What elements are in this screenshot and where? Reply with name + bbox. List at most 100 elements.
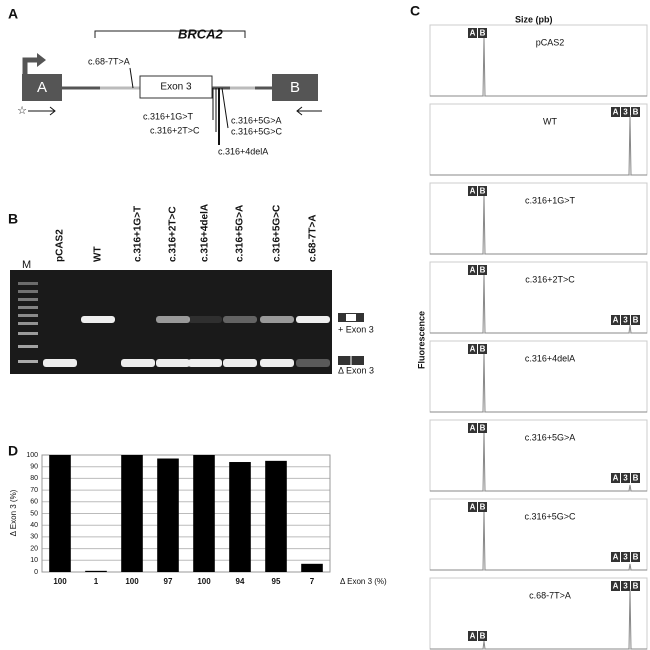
trace-label: WT [543, 116, 557, 126]
fragment-label: B [480, 266, 486, 275]
band [223, 316, 257, 323]
exon-b [272, 74, 318, 101]
promoter-arrow [37, 53, 46, 67]
fragment-box [621, 581, 630, 591]
band [156, 359, 190, 367]
y-tick-label: 60 [30, 499, 38, 506]
fragment-label: A [470, 503, 476, 512]
lane-label: c.316+5G>C [272, 205, 283, 262]
gene-bracket [94, 30, 246, 38]
exon-a [22, 74, 62, 101]
value-label: 1 [94, 577, 99, 586]
fragment-box [631, 315, 640, 325]
fragment-box [478, 186, 487, 196]
fragment-label: 3 [623, 316, 628, 325]
fragment-label: B [480, 29, 486, 38]
band-label: Δ Exon 3 [338, 365, 374, 375]
band [43, 359, 77, 367]
fragment-label: A [470, 424, 476, 433]
fragment-box [468, 344, 477, 354]
marker-label: M [22, 259, 31, 271]
primer-arrow [296, 106, 322, 116]
y-tick-label: 30 [30, 534, 38, 541]
fragment-box [468, 631, 477, 641]
fragment-label: A [613, 108, 619, 117]
ladder-band [18, 360, 38, 363]
trace-label: c.316+4delA [525, 353, 575, 363]
band [296, 316, 330, 323]
lane-label: c.316+5G>A [235, 205, 246, 262]
value-label: 97 [164, 577, 173, 586]
fragment-label: B [633, 553, 639, 562]
band [188, 359, 222, 367]
ladder-band [18, 322, 38, 325]
lane-label: WT [93, 246, 104, 262]
fragment-label: A [470, 632, 476, 641]
y-tick-label: 80 [30, 475, 38, 482]
y-tick-label: 40 [30, 522, 38, 529]
exon-b-label: B [290, 79, 300, 96]
bar [193, 455, 215, 572]
fragment-box [468, 186, 477, 196]
fragment-label: B [480, 503, 486, 512]
bar [301, 563, 323, 572]
bar [121, 455, 143, 572]
ladder-band [18, 345, 38, 348]
y-title: Δ Exon 3 (%) [9, 489, 18, 536]
fragment-label: A [470, 29, 476, 38]
y-title: Fluorescence [416, 311, 426, 369]
fragment-box [611, 473, 620, 483]
fragment-label: 3 [623, 108, 628, 117]
panel-label: A [8, 6, 18, 22]
variant-label: c.316+2T>C [150, 125, 200, 135]
ladder-band [18, 298, 38, 301]
exon-3 [139, 75, 213, 99]
band [121, 359, 155, 367]
lane-label: c.68-7T>A [308, 214, 319, 262]
y-tick-label: 10 [30, 557, 38, 564]
fragment-box [478, 631, 487, 641]
fragment-label: 3 [623, 553, 628, 562]
fragment-box [621, 552, 630, 562]
fragment-label: B [633, 474, 639, 483]
trace-label: c.316+5G>A [525, 432, 576, 442]
y-tick-label: 0 [34, 569, 38, 576]
trace-label: c.316+5G>C [524, 511, 576, 521]
fragment-label: A [613, 316, 619, 325]
lane-label: pCAS2 [55, 229, 66, 262]
x-title: Δ Exon 3 (%) [340, 577, 387, 586]
trace-label: c.316+1G>T [525, 195, 576, 205]
fragment-box [611, 552, 620, 562]
bar [265, 460, 287, 572]
value-label: 100 [125, 577, 139, 586]
fragment-label: B [480, 345, 486, 354]
fragment-label: B [633, 108, 639, 117]
lane-label: c.316+2T>C [168, 206, 179, 262]
fragment-label: B [480, 424, 486, 433]
trace-label: c.316+2T>C [525, 274, 575, 284]
trace-frame [429, 182, 648, 255]
fragment-label: 3 [623, 474, 628, 483]
y-tick-label: 90 [30, 464, 38, 471]
variant-line [129, 67, 134, 89]
trace-frame [429, 24, 648, 97]
variant-label: c.316+1G>T [143, 111, 194, 121]
fragment-label: A [613, 474, 619, 483]
exon-a-label: A [37, 79, 47, 96]
bar [157, 458, 179, 572]
band [156, 316, 190, 323]
fragment-box [611, 581, 620, 591]
panel-label: B [8, 211, 18, 227]
band [260, 359, 294, 367]
fragment-label: 3 [623, 582, 628, 591]
fragment-label: A [613, 553, 619, 562]
band [81, 316, 115, 323]
plot-frame [41, 454, 331, 573]
gene-name: BRCA2 [178, 26, 224, 41]
fragment-box [631, 473, 640, 483]
fragment-box [468, 265, 477, 275]
band-label: + Exon 3 [338, 324, 374, 334]
trace [430, 114, 647, 176]
band-icon [346, 314, 356, 321]
fragment-box [478, 344, 487, 354]
